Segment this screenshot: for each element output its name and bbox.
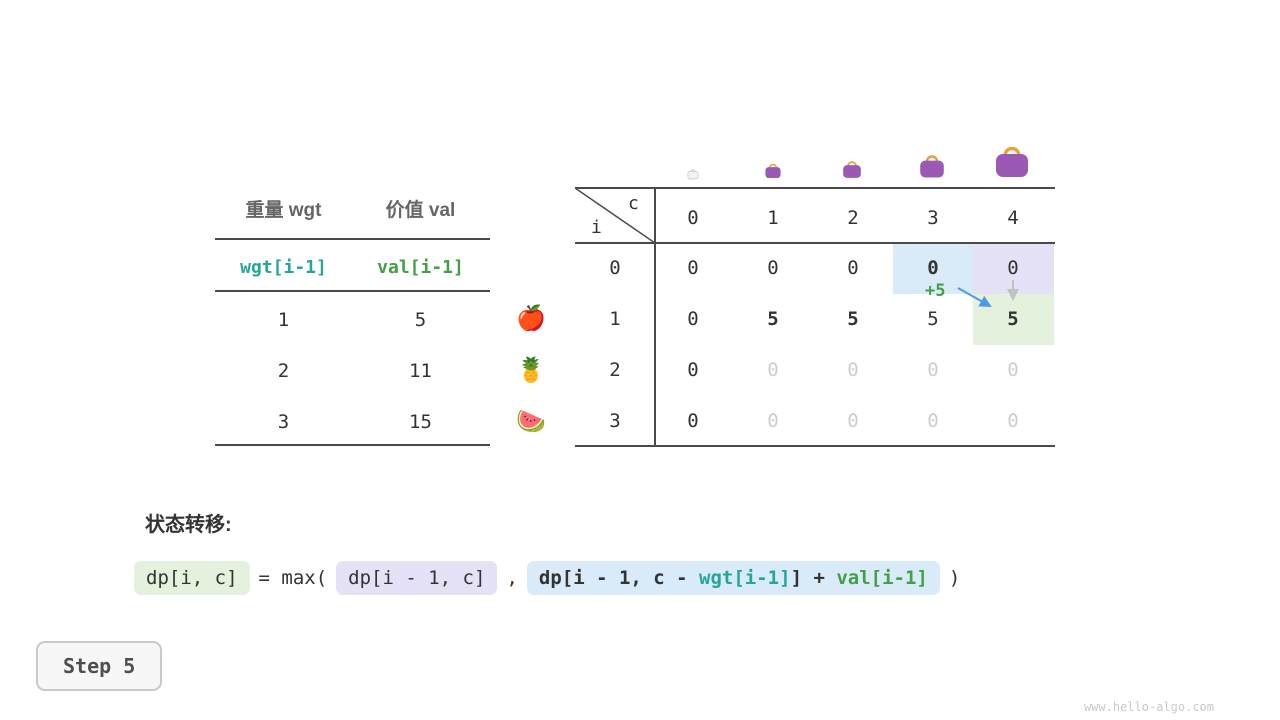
dp-row-header-2: 2: [609, 359, 621, 381]
formula-eq-max: = max(: [258, 567, 328, 589]
bag-icon-capacity-3: [916, 151, 948, 179]
item-3-weight: 3: [277, 411, 290, 433]
dp-col-header-3: 3: [927, 207, 939, 229]
step-indicator: Step 5: [36, 641, 163, 691]
items-col-weight-header: 重量 wgt: [245, 200, 322, 221]
transition-arrows: [957, 280, 1019, 307]
formula-lhs: dp[i, c]: [134, 561, 250, 595]
watermark: www.hello-algo.com: [1083, 700, 1214, 714]
dp-cell-0-0: 0: [687, 257, 699, 279]
dp-cell-3-0: 0: [687, 410, 699, 432]
watermelon-icon: 🍉: [516, 407, 546, 435]
formula-option2-mid: ] +: [790, 567, 837, 589]
diagonal-arrow-icon: [957, 287, 992, 307]
dp-cell-3-1: 0: [767, 410, 779, 432]
dp-row-header-1: 1: [609, 308, 621, 330]
dp-corner-row-label: i: [591, 217, 602, 238]
bag-icon-capacity-4: [990, 141, 1034, 179]
transition-formula: dp[i, c] = max( dp[i - 1, c] , dp[i - 1,…: [134, 561, 960, 595]
dp-cell-1-2: 5: [847, 308, 859, 330]
items-col-value-header: 价值 val: [385, 200, 456, 221]
formula-option2-prefix: dp[i - 1, c -: [538, 567, 700, 589]
transition-label: 状态转移:: [145, 514, 232, 536]
dp-cell-1-3: 5: [927, 308, 939, 330]
item-1-value: 5: [414, 309, 427, 331]
formula-option1: dp[i - 1, c]: [336, 561, 498, 595]
items-table-header-rule: [215, 238, 490, 240]
dp-cell-2-4: 0: [1007, 359, 1019, 381]
dp-col-header-4: 4: [1007, 207, 1019, 229]
dp-col-header-2: 2: [847, 207, 859, 229]
formula-close-paren: ): [948, 567, 961, 589]
dp-cell-1-1: 5: [767, 308, 779, 330]
dp-table-bottom-rule: [575, 445, 1055, 447]
plus-value-annotation: +5: [925, 281, 946, 301]
bag-icon-capacity-1: [763, 161, 783, 179]
formula-comma: ,: [506, 567, 518, 589]
formula-option2: dp[i - 1, c - wgt[i-1]] + val[i-1]: [526, 561, 940, 595]
dp-cell-0-3: 0: [927, 257, 939, 279]
dp-cell-2-1: 0: [767, 359, 779, 381]
bag-icon-capacity-0: [686, 165, 700, 180]
item-3-value: 15: [409, 411, 432, 433]
item-1-weight: 1: [277, 309, 290, 331]
dp-col-header-0: 0: [687, 207, 699, 229]
dp-cell-3-3: 0: [927, 410, 939, 432]
dp-table-header-rule: [575, 242, 1055, 244]
dp-corner-col-label: c: [628, 193, 639, 214]
dp-cell-2-0: 0: [687, 359, 699, 381]
wgt-formula-label: wgt[i-1]: [240, 257, 327, 278]
dp-row-header-3: 3: [609, 410, 621, 432]
highlight-source-cell-blue: [893, 244, 973, 294]
items-table-formula-rule: [215, 290, 490, 292]
dp-cell-2-3: 0: [927, 359, 939, 381]
dp-cell-3-4: 0: [1007, 410, 1019, 432]
item-2-weight: 2: [277, 360, 290, 382]
dp-table-top-rule: [575, 187, 1055, 189]
dp-col-header-1: 1: [767, 207, 779, 229]
apple-icon: 🍎: [516, 304, 546, 332]
dp-table-vertical-rule: [654, 187, 656, 447]
dp-cell-0-1: 0: [767, 257, 779, 279]
bag-icon-capacity-2: [840, 158, 864, 179]
dp-cell-0-2: 0: [847, 257, 859, 279]
dp-cell-1-0: 0: [687, 308, 699, 330]
item-2-value: 11: [409, 360, 432, 382]
dp-corner-diagonal: [575, 188, 655, 243]
dp-cell-3-2: 0: [847, 410, 859, 432]
dp-cell-1-4: 5: [1007, 308, 1019, 330]
dp-row-header-0: 0: [609, 257, 621, 279]
dp-cell-2-2: 0: [847, 359, 859, 381]
formula-option2-wgt: wgt[i-1]: [699, 567, 791, 589]
pineapple-icon: 🍍: [516, 356, 546, 384]
val-formula-label: val[i-1]: [377, 257, 464, 278]
items-table-bottom-rule: [215, 444, 490, 446]
dp-cell-0-4: 0: [1007, 257, 1019, 279]
formula-option2-val: val[i-1]: [836, 567, 928, 589]
